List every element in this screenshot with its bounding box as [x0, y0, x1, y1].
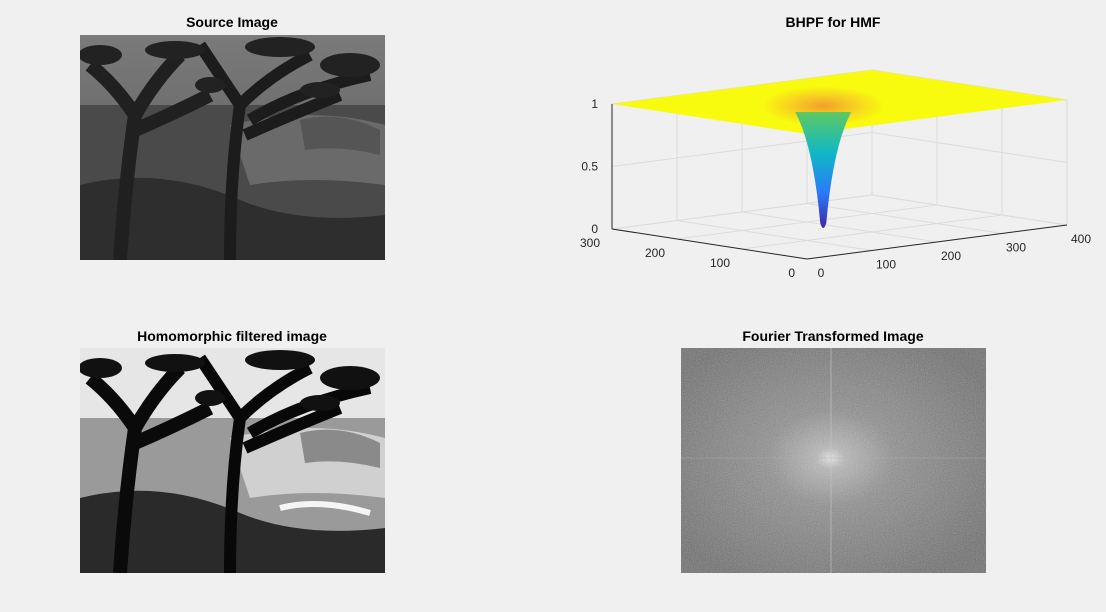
homomorphic-image — [78, 348, 385, 574]
y-tick-label: 100 — [710, 256, 730, 270]
source-image-title: Source Image — [186, 14, 278, 30]
y-tick-label: 300 — [580, 236, 600, 250]
x-tick-label: 300 — [1006, 241, 1026, 255]
x-tick-label: 0 — [818, 266, 825, 280]
x-tick-label: 100 — [876, 258, 896, 272]
bhpf-surface-plot: 0 100 200 300 400 0 100 200 300 0 0.5 1 — [555, 35, 1100, 285]
y-tick-label: 200 — [645, 246, 665, 260]
source-image — [78, 35, 385, 261]
floor-grid-x — [676, 220, 873, 251]
fourier-image — [681, 348, 986, 573]
x-axis — [806, 224, 1068, 260]
wall-grid-z — [871, 132, 1068, 163]
z-tick-label: 0.5 — [581, 160, 598, 174]
bhpf-title: BHPF for HMF — [785, 14, 881, 30]
y-tick-label: 0 — [788, 266, 795, 280]
floor-grid-y — [741, 214, 1003, 250]
surface-dip — [761, 85, 886, 126]
wall-grid-z — [611, 194, 873, 230]
floor-grid-x — [806, 203, 1003, 234]
z-tick-label: 0 — [591, 222, 598, 236]
floor-grid-y — [676, 204, 938, 240]
y-axis — [611, 228, 808, 260]
wall-grid-z — [871, 194, 1068, 226]
z-tick-label: 1 — [591, 97, 598, 111]
floor-grid-x — [741, 211, 938, 243]
x-tick-label: 400 — [1071, 232, 1091, 246]
fourier-title: Fourier Transformed Image — [742, 328, 924, 344]
homomorphic-title: Homomorphic filtered image — [137, 328, 327, 344]
surface-well — [795, 111, 852, 228]
x-tick-label: 200 — [941, 249, 961, 263]
